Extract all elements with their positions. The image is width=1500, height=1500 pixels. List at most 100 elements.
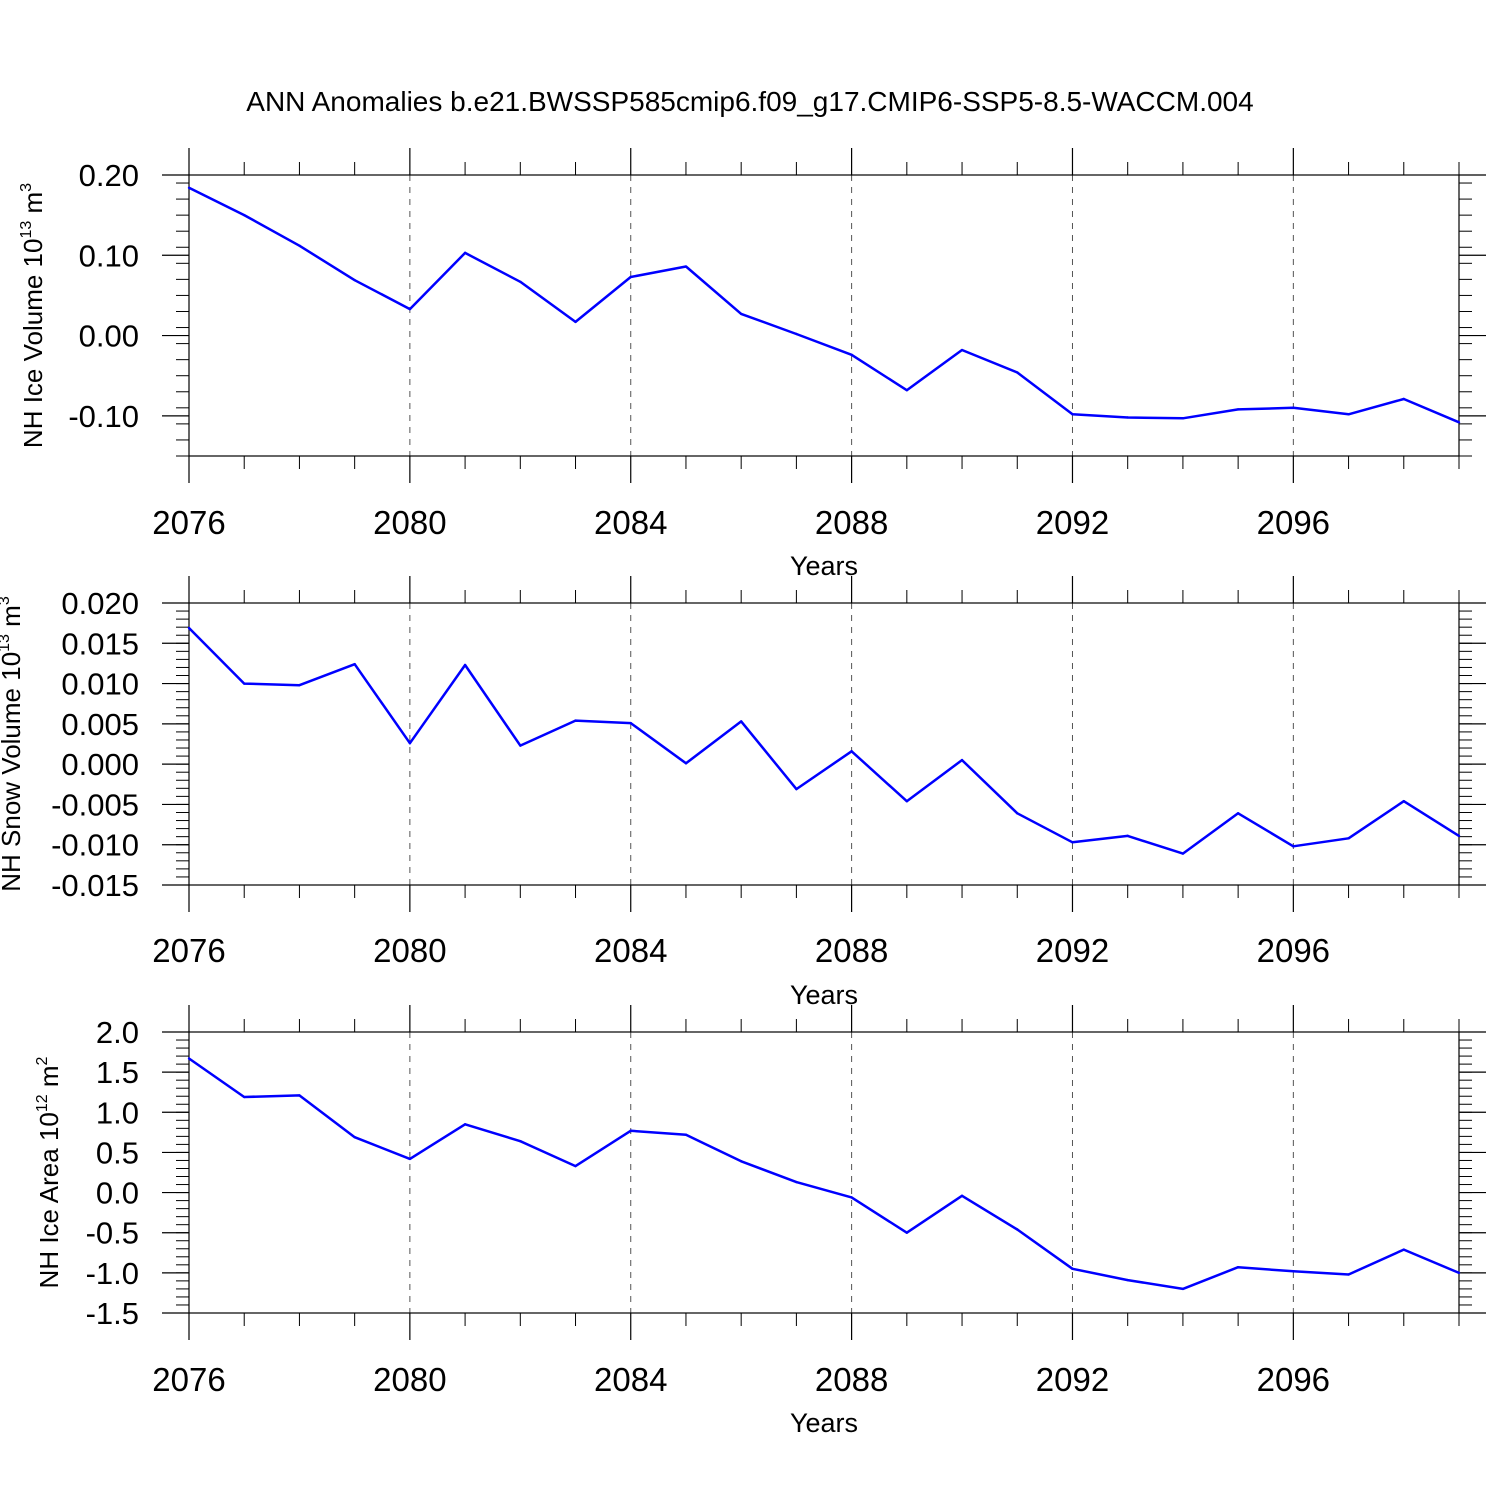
y-tick-label: 1.0 [96,1095,139,1130]
data-point [1236,812,1240,815]
data-point [1016,1228,1019,1231]
data-point [1181,417,1185,420]
data-point [739,720,743,723]
data-point [684,265,688,268]
x-tick-label: 2080 [373,504,446,541]
y-tick-label: -1.0 [86,1256,139,1291]
y-tick-label: -0.015 [51,868,139,903]
data-point [739,1160,743,1163]
data-point [960,758,964,762]
x-tick-label: 2096 [1257,504,1330,541]
y-tick-label: 0.0 [96,1176,139,1211]
x-tick-label: 2080 [373,1361,446,1398]
data-point [739,312,743,316]
series-line [188,627,1460,855]
data-point [905,388,909,392]
y-tick-label: 2.0 [96,1015,139,1050]
y-tick-label: 0.010 [61,667,139,702]
y-tick-label: -0.10 [68,399,139,434]
data-point [1071,1267,1074,1271]
x-tick-label: 2084 [594,932,667,969]
x-tick-label: 2080 [373,932,446,969]
data-point [463,251,467,255]
data-point [795,332,798,336]
y-tick-label: 0.000 [61,747,139,782]
x-tick-label: 2088 [815,932,888,969]
data-point [187,1057,191,1060]
y-tick-label: -0.005 [51,787,139,822]
data-point [1292,845,1295,848]
data-point [684,1133,688,1136]
x-tick-label: 2076 [152,932,225,969]
y-tick-label: 0.005 [61,707,139,742]
y-tick-label: 0.5 [96,1135,139,1170]
y-axis-label: NH Ice Volume 1013 m3 [18,183,48,448]
x-tick-label: 2092 [1036,504,1109,541]
data-point [298,683,301,687]
data-point [1126,834,1129,838]
x-axis-label: Years [790,1408,858,1438]
x-tick-label: 2096 [1257,932,1330,969]
y-tick-label: 0.10 [79,238,139,273]
chart-panel-1: 2076 2080 2084 2088 2092 2096 0.20 0.10 0.00 -0.1… [18,148,1486,581]
x-tick-label: 2092 [1036,932,1109,969]
data-point [629,275,632,279]
y-tick-label: 0.015 [61,626,139,661]
data-point [187,186,191,190]
y-tick-label: -1.5 [86,1296,139,1331]
chart-title: ANN Anomalies b.e21.BWSSP585cmip6.f09_g1… [246,86,1253,117]
plot-frame [188,1031,1460,1314]
data-point [408,741,412,745]
x-tick-label: 2088 [815,1361,888,1398]
data-point [850,353,853,357]
data-point [629,1129,632,1132]
data-point [684,762,688,765]
data-point [463,663,467,667]
data-point [353,278,356,282]
data-point [574,1164,577,1168]
data-point [850,750,853,753]
data-point [243,213,246,217]
data-point [850,1196,853,1199]
x-tick-label: 2076 [152,1361,225,1398]
data-point [298,1094,301,1097]
data-point [1126,416,1129,419]
data-point [1071,413,1074,416]
data-point [1236,1266,1240,1269]
y-tick-label: 0.00 [79,319,139,354]
data-point [1347,413,1350,416]
data-point [1457,1271,1461,1275]
data-point [408,307,412,311]
data-point [1402,1248,1405,1251]
x-tick-label: 2084 [594,1361,667,1398]
x-tick-label: 2084 [594,504,667,541]
data-point [408,1157,412,1161]
data-point [243,682,246,685]
chart-panel-2: 2076 2080 2084 2088 2092 2096 0.020 0.015 0.010 0… [0,576,1486,1010]
data-point [1402,397,1405,401]
data-point [298,244,301,247]
data-point [519,744,522,747]
data-point [187,626,191,630]
data-point [1457,834,1461,838]
data-point [1126,1278,1129,1282]
data-point [629,721,632,725]
chart-panel-3: 2076 2080 2084 2088 2092 2096 2.0 1.5 1.0 0.5 0.0 -… [34,1005,1486,1438]
series-line [188,186,1460,424]
data-point [1347,1273,1350,1276]
data-point [1402,800,1405,803]
data-point [519,280,522,283]
data-point [795,787,798,791]
data-point [243,1095,246,1099]
data-point [1292,406,1295,410]
y-tick-label: -0.5 [86,1216,139,1251]
data-point [1347,837,1350,840]
data-point [353,1135,356,1139]
data-point [353,663,356,666]
data-point [1181,1287,1185,1291]
data-point [1016,812,1019,815]
data-point [1071,841,1074,844]
data-point [574,719,577,722]
x-tick-label: 2076 [152,504,225,541]
